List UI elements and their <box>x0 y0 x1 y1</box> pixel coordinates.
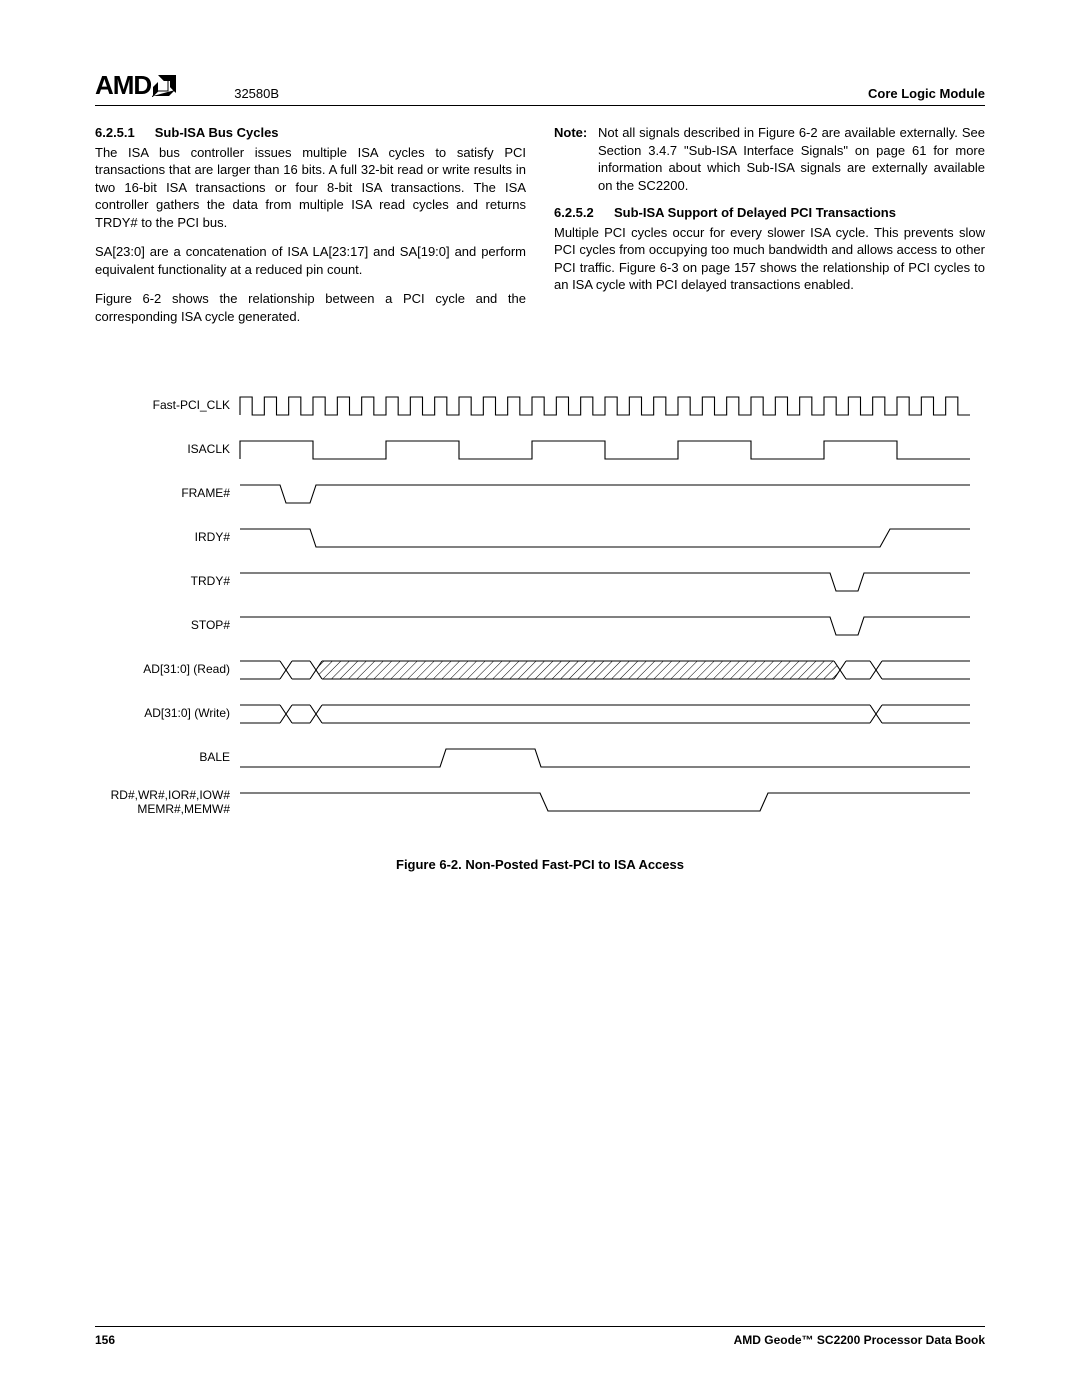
svg-text:BALE: BALE <box>199 750 230 764</box>
doc-id: 32580B <box>234 86 279 101</box>
svg-text:STOP#: STOP# <box>191 618 230 632</box>
left-column: 6.2.5.1 Sub-ISA Bus Cycles The ISA bus co… <box>95 124 526 337</box>
section-heading-right: 6.2.5.2 Sub-ISA Support of Delayed PCI T… <box>554 204 985 222</box>
page-footer: 156 AMD Geode™ SC2200 Processor Data Boo… <box>95 1326 985 1347</box>
section-number: 6.2.5.2 <box>554 204 614 222</box>
amd-arrow-icon <box>152 75 178 97</box>
section-heading-left: 6.2.5.1 Sub-ISA Bus Cycles <box>95 124 526 142</box>
svg-text:Fast-PCI_CLK: Fast-PCI_CLK <box>153 398 230 412</box>
note-body: Not all signals described in Figure 6-2 … <box>598 124 985 194</box>
svg-text:RD#,WR#,IOR#,IOW#: RD#,WR#,IOR#,IOW# <box>111 788 231 802</box>
section-number: 6.2.5.1 <box>95 124 135 142</box>
text-columns: 6.2.5.1 Sub-ISA Bus Cycles The ISA bus co… <box>95 124 985 337</box>
amd-logo: AMD <box>95 70 178 101</box>
svg-text:AD[31:0] (Read): AD[31:0] (Read) <box>143 662 230 676</box>
svg-text:FRAME#: FRAME# <box>181 486 230 500</box>
paragraph: The ISA bus controller issues multiple I… <box>95 144 526 232</box>
paragraph: SA[23:0] are a concatenation of ISA LA[2… <box>95 243 526 278</box>
page-number: 156 <box>95 1333 115 1347</box>
timing-svg: Fast-PCI_CLK ISACLK FRAME# IRDY# TRDY# STOP# A… <box>100 367 980 847</box>
svg-text:MEMR#,MEMW#: MEMR#,MEMW# <box>137 802 230 816</box>
note-block: Note: Not all signals described in Figur… <box>554 124 985 194</box>
timing-diagram: Fast-PCI_CLK ISACLK FRAME# IRDY# TRDY# STOP# A… <box>95 367 985 847</box>
section-title: Sub-ISA Support of Delayed PCI Transacti… <box>614 204 896 222</box>
module-title: Core Logic Module <box>868 86 985 101</box>
svg-text:IRDY#: IRDY# <box>195 530 231 544</box>
note-label: Note: <box>554 124 598 194</box>
svg-text:ISACLK: ISACLK <box>187 442 230 456</box>
paragraph: Multiple PCI cycles occur for every slow… <box>554 224 985 294</box>
book-title: AMD Geode™ SC2200 Processor Data Book <box>734 1333 985 1347</box>
paragraph: Figure 6-2 shows the relationship betwee… <box>95 290 526 325</box>
section-title: Sub-ISA Bus Cycles <box>155 125 279 140</box>
logo-text: AMD <box>95 70 151 101</box>
right-column: Note: Not all signals described in Figur… <box>554 124 985 337</box>
page-header: AMD <box>95 70 985 106</box>
figure-caption: Figure 6-2. Non-Posted Fast-PCI to ISA A… <box>95 857 985 872</box>
svg-text:AD[31:0] (Write): AD[31:0] (Write) <box>144 706 230 720</box>
svg-text:TRDY#: TRDY# <box>191 574 231 588</box>
